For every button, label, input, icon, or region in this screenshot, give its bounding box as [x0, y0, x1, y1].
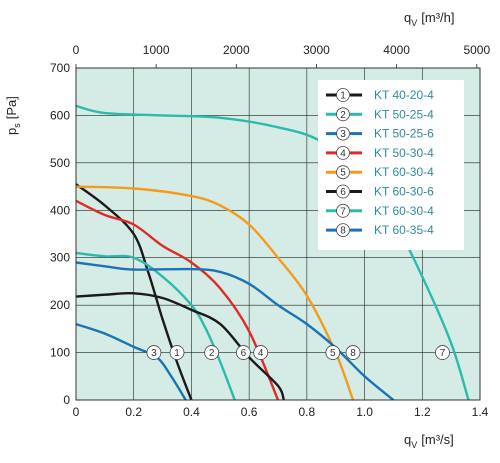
legend-marker: [336, 145, 350, 160]
legend-marker: [336, 88, 350, 102]
legend-marker: [336, 126, 350, 141]
legend-marker-label: 3: [340, 129, 346, 140]
series-line-1: [76, 183, 193, 400]
bottom-tick-label: 0.4: [183, 405, 200, 419]
series-marker-label: 8: [350, 348, 356, 359]
series-line-4: [76, 199, 280, 400]
series-marker-2: [204, 345, 220, 360]
series-line-6: [76, 291, 285, 400]
y-tick-label: 600: [50, 108, 70, 122]
series-marker-1: [169, 345, 185, 360]
y-tick-label: 100: [50, 346, 70, 360]
bottom-tick-label: 0: [73, 405, 80, 419]
left-axis-ticks: 0 100 200 300 400 500 600 700: [50, 61, 70, 407]
top-tick-label: 2000: [223, 43, 250, 57]
series-marker-label: 5: [330, 348, 336, 359]
series-marker-8: [345, 345, 361, 360]
top-tick-label: 4000: [383, 43, 410, 57]
bottom-tick-label: 0.2: [125, 405, 142, 419]
series-marker-label: 7: [440, 348, 446, 359]
top-axis-ticks: 0 1000 2000 3000 4000 5000: [73, 43, 490, 68]
series-line-3: [76, 322, 187, 400]
series-marker-label: 4: [258, 348, 264, 359]
y-axis-label: ps[Pa]: [4, 96, 22, 135]
series-markers: 1 2 3 4 5 6 7 8: [146, 345, 450, 360]
legend-marker-label: 4: [340, 148, 346, 159]
series-marker-label: 1: [174, 348, 180, 359]
legend-marker: [336, 184, 350, 199]
legend-marker-label: 5: [340, 168, 346, 179]
top-tick-label: 1000: [143, 43, 170, 57]
legend-entry-label: KT 60-30-4: [374, 165, 434, 179]
series-marker-4: [253, 345, 269, 360]
top-tick-label: 5000: [463, 43, 490, 57]
bottom-tick-label: 1.0: [356, 405, 373, 419]
series-marker-label: 6: [241, 348, 247, 359]
y-tick-label: 300: [50, 251, 70, 265]
bottom-tick-label: 0.6: [241, 405, 258, 419]
y-tick-label: 400: [50, 203, 70, 217]
bottom-tick-label: 1.4: [472, 405, 489, 419]
legend-entry-label: KT 50-25-4: [374, 107, 434, 121]
y-tick-label: 0: [63, 393, 70, 407]
legend-entry-label: KT 50-30-4: [374, 146, 434, 160]
legend-entry-label: KT 40-20-4: [374, 88, 434, 102]
legend-marker: [336, 165, 350, 180]
series-group: [76, 104, 470, 400]
top-tick-label: 0: [73, 43, 80, 57]
series-line-8: [76, 261, 395, 400]
y-tick-label: 700: [50, 61, 70, 75]
y-tick-label: 500: [50, 156, 70, 170]
series-marker-5: [325, 345, 341, 360]
legend-entry-label: KT 60-30-6: [374, 185, 434, 199]
legend-marker: [336, 107, 350, 122]
y-tick-label: 200: [50, 298, 70, 312]
series-line-5: [76, 185, 355, 400]
legend-marker: [336, 203, 350, 218]
legend-marker: [336, 223, 350, 238]
series-marker-3: [146, 345, 162, 360]
bottom-tick-label: 0.8: [299, 405, 316, 419]
plot-frame: [75, 67, 481, 401]
bottom-axis-label: qV [m³/s]: [404, 432, 454, 450]
top-tick-label: 3000: [303, 43, 330, 57]
legend-marker-label: 8: [340, 226, 346, 237]
legend: 1 KT 40-20-4 2 KT 50-25-4 3 KT 50-25-6 4 KT 50-…: [318, 80, 464, 250]
legend-marker-label: 1: [340, 91, 346, 102]
legend-marker-label: 7: [340, 206, 346, 217]
legend-entry-label: KT 60-35-4: [374, 223, 434, 237]
legend-marker-label: 6: [340, 187, 346, 198]
series-marker-label: 2: [209, 348, 215, 359]
top-axis-label: qV [m³/h]: [404, 10, 454, 28]
legend-entry-label: KT 50-25-6: [374, 127, 434, 141]
legend-marker-label: 2: [340, 110, 346, 121]
legend-entry-label: KT 60-30-4: [374, 204, 434, 218]
series-marker-6: [235, 345, 251, 360]
series-line-2: [76, 251, 236, 400]
bottom-tick-label: 1.2: [414, 405, 431, 419]
bottom-axis-ticks: 0 0.2 0.4 0.6 0.8 1.0 1.2 1.4: [73, 405, 489, 419]
series-marker-label: 3: [151, 348, 157, 359]
series-marker-7: [435, 345, 450, 360]
